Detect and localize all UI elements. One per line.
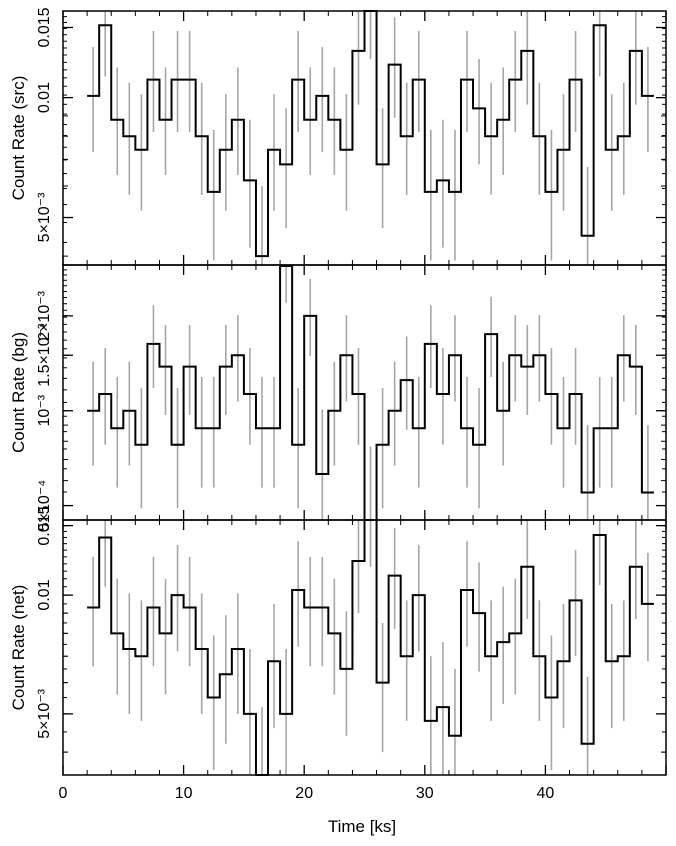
label-layer: 5×10⁻³ 0.01 0.015 Count Rate (src) 5×10⁻⁴ 10⁻… [9,7,554,802]
x-tick-label: 0 [59,785,68,802]
y-axis-title-bg: Count Rate (bg) [9,332,28,453]
y-tick-label: 5×10⁻³ [36,192,53,242]
x-tick-label: 10 [175,785,193,802]
step-curve-layer [87,10,654,776]
y-tick-label: 0.01 [36,579,53,610]
y-tick-label: 0.015 [36,505,53,545]
y-axis-title-src: Count Rate (src) [9,76,28,201]
y-tick-label: 10⁻³ [36,394,53,426]
error-bar-layer [92,11,649,775]
y-tick-label: 5×10⁻³ [36,688,53,738]
y-tick-label: 1.5×10⁻³ [36,323,53,387]
y-tick-label: 0.01 [36,82,53,113]
y-tick-label: 0.015 [36,7,53,47]
y-tick-label: 2×10⁻³ [36,290,53,340]
panel-frame-net [62,519,667,776]
x-tick-label: 30 [416,785,434,802]
y-tick-label: 5×10⁻⁴ [36,480,53,531]
axes-layer [62,10,667,776]
x-tick-label: 40 [537,785,555,802]
x-axis-title: Time [ks] [328,817,396,836]
x-tick-label: 20 [295,785,313,802]
y-axis-title-net: Count Rate (net) [9,585,28,711]
